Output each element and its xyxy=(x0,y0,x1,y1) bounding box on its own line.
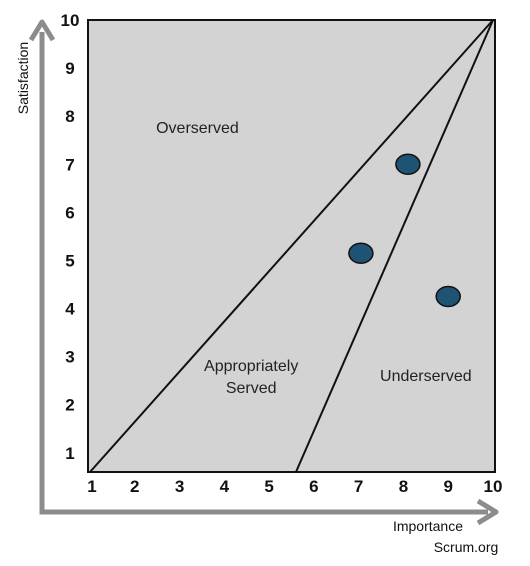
data-points xyxy=(348,153,461,308)
x-tick-label: 9 xyxy=(443,477,452,496)
x-tick-label: 6 xyxy=(309,477,318,496)
tick-labels: 1 2 3 4 5 6 7 8 9 10 1 2 3 4 5 6 7 8 9 10 xyxy=(61,11,503,496)
y-tick-label: 4 xyxy=(65,300,75,319)
y-tick-label: 2 xyxy=(65,396,74,415)
region-label: Appropriately Served xyxy=(204,358,298,397)
source-credit: Scrum.org xyxy=(434,539,499,555)
y-axis-label: Satisfaction xyxy=(15,42,31,114)
x-tick-label: 10 xyxy=(484,477,503,496)
y-tick-label: 3 xyxy=(65,348,74,367)
x-axis-label: Importance xyxy=(393,518,463,534)
region-label: Underserved xyxy=(380,368,472,385)
x-tick-label: 4 xyxy=(220,477,230,496)
x-tick-label: 5 xyxy=(264,477,273,496)
y-tick-label: 8 xyxy=(65,107,74,126)
y-tick-label: 5 xyxy=(65,251,74,270)
x-tick-label: 1 xyxy=(87,477,96,496)
boundary-line-1 xyxy=(89,19,494,473)
boundary-lines xyxy=(89,19,494,473)
x-axis-arrow xyxy=(476,498,499,526)
region-label: Overserved xyxy=(156,120,239,137)
boundary-line-2 xyxy=(295,19,494,473)
y-tick-label: 1 xyxy=(65,444,74,463)
x-tick-label: 3 xyxy=(175,477,184,496)
data-point xyxy=(348,242,374,264)
axis-frame xyxy=(39,32,488,515)
y-tick-label: 9 xyxy=(65,59,74,78)
x-tick-label: 2 xyxy=(130,477,139,496)
region-labels: Overserved Appropriately Served Underserved xyxy=(156,120,472,397)
y-tick-label: 10 xyxy=(61,11,80,30)
x-tick-label: 8 xyxy=(399,477,408,496)
x-tick-label: 7 xyxy=(354,477,363,496)
y-tick-label: 7 xyxy=(65,155,74,174)
data-point xyxy=(395,153,421,176)
y-axis-arrow xyxy=(28,19,56,42)
data-point xyxy=(435,285,461,308)
y-tick-label: 6 xyxy=(65,203,74,222)
